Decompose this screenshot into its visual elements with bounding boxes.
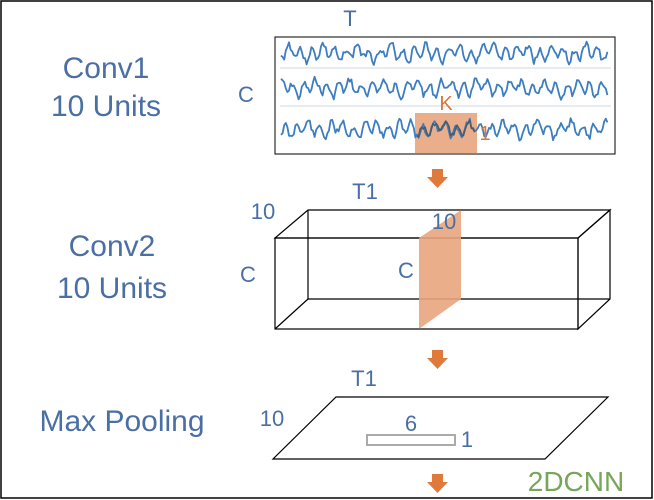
conv2-label-line1: Conv2 (69, 230, 156, 263)
conv1-label-line2: 10 Units (51, 90, 161, 123)
conv2-label-line2: 10 Units (57, 272, 167, 305)
conv2-axis-10: 10 (251, 199, 275, 224)
pooling-axis-10: 10 (260, 406, 284, 431)
pooled-feature-plane (271, 396, 610, 460)
model-name-label: 2DCNN (528, 466, 624, 497)
down-arrow-icon (427, 169, 448, 188)
kernel-k-label: K (439, 93, 453, 115)
signal-panel (274, 36, 616, 155)
pooling-window (366, 434, 456, 446)
pooling-window-1: 1 (461, 427, 473, 452)
signal-under-kernel (416, 119, 476, 138)
conv2-slice-10: 10 (432, 209, 456, 234)
signal-channel-2 (280, 75, 609, 101)
down-arrow-icon (427, 474, 448, 493)
conv1-label-line1: Conv1 (63, 52, 150, 85)
conv2-slice-c: C (398, 258, 414, 283)
conv1-axis-t: T (343, 6, 356, 31)
conv2-axis-c: C (240, 262, 256, 287)
pooling-window-6: 6 (405, 411, 417, 436)
conv2-axis-t1: T1 (352, 179, 378, 204)
down-arrow-icon (427, 350, 448, 369)
pooling-label: Max Pooling (39, 405, 204, 438)
pooling-axis-t1: T1 (351, 366, 377, 391)
kernel-one-label: 1 (479, 123, 490, 145)
feature-map-slice (419, 210, 461, 329)
conv1-axis-c: C (238, 82, 254, 107)
kernel-highlight (415, 113, 477, 153)
signal-channel-1 (280, 40, 609, 66)
